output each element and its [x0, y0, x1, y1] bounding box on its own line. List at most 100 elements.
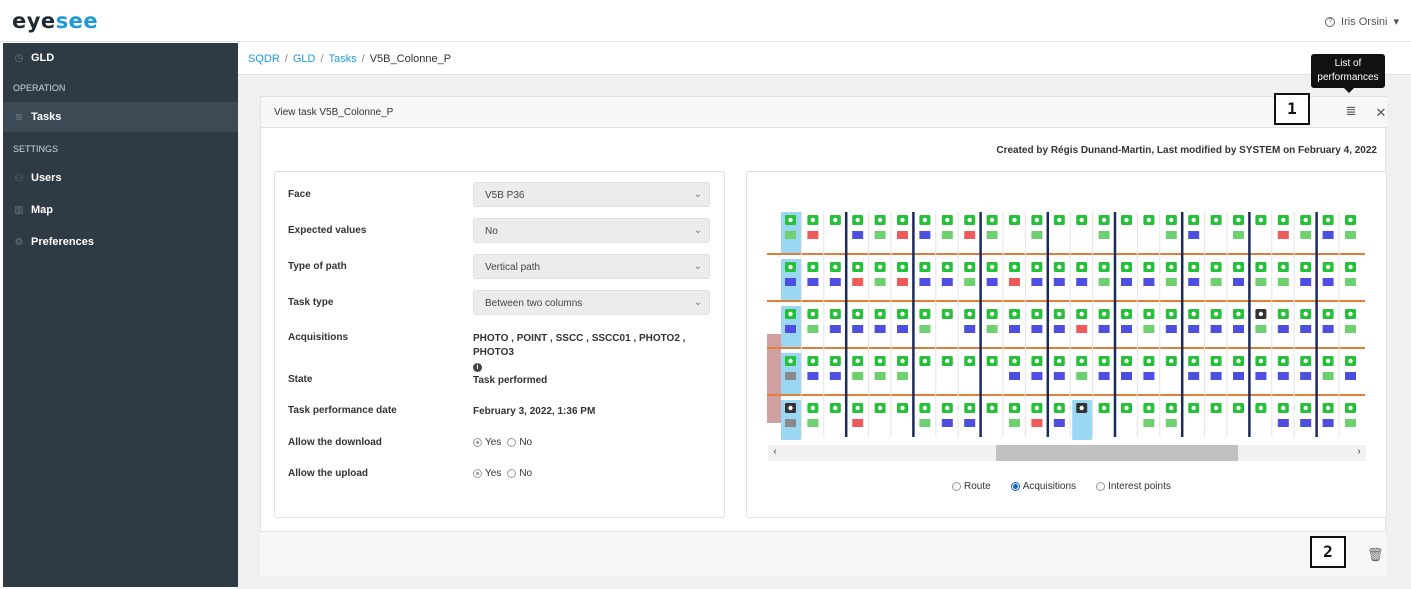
- shelf-acquisition-grid[interactable]: [767, 210, 1365, 440]
- radio-dot: [1096, 482, 1106, 491]
- panel-footer: 2 🗑: [260, 531, 1386, 576]
- acquisition-block: [919, 325, 931, 333]
- view-acquisitions-radio[interactable]: Acquisitions: [1010, 481, 1076, 492]
- sidebar-item-map[interactable]: ▥ Map: [3, 195, 238, 225]
- acquisition-block: [964, 419, 976, 427]
- sidebar-item-tasks[interactable]: ≋ Tasks: [3, 102, 238, 132]
- camera-lens: [1348, 358, 1353, 364]
- acquisition-block: [1143, 419, 1155, 427]
- camera-lens: [855, 311, 860, 317]
- acquisition-block: [1255, 325, 1267, 333]
- type-of-path-select[interactable]: Vertical path ⌄: [473, 254, 710, 279]
- acquisition-block: [1031, 372, 1043, 380]
- user-menu[interactable]: ? Iris Orsini ▾: [1325, 15, 1399, 28]
- camera-lens: [1258, 358, 1264, 364]
- camera-lens: [1146, 311, 1152, 317]
- acquisition-block: [897, 325, 908, 333]
- view-interest-points-radio[interactable]: Interest points: [1096, 481, 1171, 492]
- allow-upload-no-radio[interactable]: No: [507, 468, 532, 479]
- camera-lens: [1303, 264, 1308, 270]
- camera-lens: [922, 358, 928, 364]
- breadcrumb-link-gld[interactable]: GLD: [292, 52, 316, 65]
- scroll-left-arrow-icon[interactable]: ‹: [773, 446, 777, 457]
- camera-lens: [922, 405, 928, 411]
- camera-lens: [810, 217, 816, 223]
- camera-lens: [810, 405, 816, 411]
- camera-lens: [1213, 405, 1219, 411]
- task-type-select[interactable]: Between two columns ⌄: [473, 290, 710, 315]
- scroll-right-arrow-icon[interactable]: ›: [1357, 446, 1361, 457]
- allow-upload-yes-radio[interactable]: Yes: [473, 468, 501, 479]
- scrollbar-thumb[interactable]: [996, 445, 1238, 461]
- radio-dot: [473, 438, 482, 447]
- chevron-down-icon: ⌄: [693, 225, 702, 236]
- gear-icon: ⚙: [14, 236, 24, 248]
- camera-lens: [855, 358, 860, 364]
- acquisition-block: [919, 278, 931, 286]
- camera-lens: [900, 405, 905, 411]
- camera-lens: [1258, 264, 1264, 270]
- camera-lens: [1034, 311, 1040, 317]
- acquisition-block: [785, 419, 796, 427]
- camera-lens: [810, 264, 816, 270]
- camera-lens: [1057, 405, 1062, 411]
- camera-lens: [1079, 311, 1084, 317]
- acquisition-block: [1098, 325, 1110, 333]
- main-content: SQDR / GLD / Tasks / V5B_Colonne_P List …: [238, 43, 1411, 589]
- close-button[interactable]: ✕: [1373, 105, 1389, 121]
- acquisition-block: [1300, 278, 1312, 286]
- breadcrumb-link-tasks[interactable]: Tasks: [328, 52, 357, 65]
- camera-lens: [1101, 217, 1107, 223]
- tooltip-list-of-performances: List of performances: [1311, 54, 1385, 93]
- eyesee-logo[interactable]: eyesee: [12, 9, 98, 33]
- expected-values-select[interactable]: No ⌄: [473, 218, 710, 243]
- camera-lens: [1124, 311, 1129, 317]
- acquisition-block: [1143, 372, 1155, 380]
- acquisition-block: [1345, 419, 1356, 427]
- help-icon[interactable]: ?: [1325, 16, 1336, 27]
- info-icon[interactable]: i: [473, 363, 482, 372]
- logo-text-part2: see: [55, 9, 99, 33]
- camera-lens: [1146, 405, 1152, 411]
- camera-lens: [900, 217, 905, 223]
- allow-download-yes-radio[interactable]: Yes: [473, 437, 501, 448]
- camera-lens: [989, 217, 995, 223]
- acquisition-block: [941, 278, 953, 286]
- radio-dot: [1010, 482, 1020, 491]
- acquisition-block: [874, 231, 886, 239]
- task-details-card: Face V5B P36 ⌄ Expected values No ⌄ Type…: [274, 171, 725, 518]
- face-select[interactable]: V5B P36 ⌄: [473, 182, 710, 207]
- list-of-performances-button[interactable]: ≣: [1339, 103, 1363, 125]
- acquisition-block: [1143, 278, 1155, 286]
- acquisition-block: [1345, 325, 1356, 333]
- view-route-radio[interactable]: Route: [952, 481, 991, 492]
- acquisition-block: [1322, 231, 1334, 239]
- sidebar-item-label: Tasks: [31, 111, 62, 123]
- close-icon: ✕: [1375, 105, 1387, 120]
- acquisition-block: [807, 231, 819, 239]
- delete-button[interactable]: 🗑: [1367, 547, 1384, 563]
- horizontal-scrollbar[interactable]: ‹ ›: [768, 445, 1366, 461]
- acquisition-block: [874, 372, 886, 380]
- shelf-view-card: ‹ › Route Acquisitions Interest points: [746, 171, 1387, 518]
- camera-lens: [1191, 358, 1196, 364]
- acquisition-block: [1233, 372, 1244, 380]
- allow-download-no-radio[interactable]: No: [507, 437, 532, 448]
- camera-lens: [1213, 264, 1219, 270]
- camera-lens: [1012, 311, 1017, 317]
- camera-lens: [1101, 311, 1107, 317]
- task-panel: View task V5B_Colonne_P 1 ≣ ✕ Created by…: [260, 93, 1389, 576]
- camera-lens: [1124, 264, 1129, 270]
- breadcrumb-link-sqdr[interactable]: SQDR: [248, 52, 280, 65]
- sidebar-item-users[interactable]: ⚇ Users: [3, 163, 238, 193]
- sidebar-item-gld[interactable]: ◷ GLD: [3, 43, 238, 73]
- camera-lens: [1303, 405, 1308, 411]
- acquisitions-value: PHOTO , POINT , SSCC , SSCC01 , PHOTO2 ,…: [473, 332, 713, 374]
- camera-lens: [1191, 405, 1196, 411]
- acquisition-block: [941, 419, 953, 427]
- camera-lens: [1034, 264, 1040, 270]
- sidebar-item-preferences[interactable]: ⚙ Preferences: [3, 227, 238, 257]
- camera-lens: [1034, 405, 1040, 411]
- acquisition-block: [852, 325, 864, 333]
- camera-lens: [877, 358, 883, 364]
